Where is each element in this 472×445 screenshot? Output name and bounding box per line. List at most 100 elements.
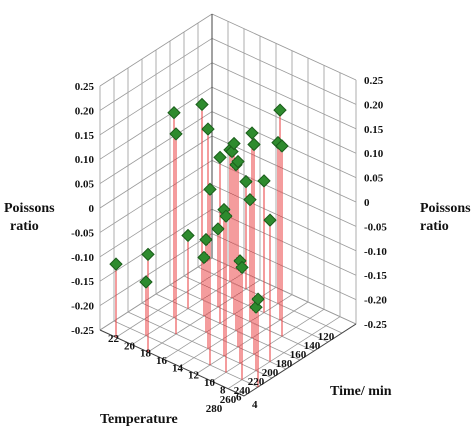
data-point (139, 275, 153, 289)
floor-front-edge (243, 323, 357, 397)
z-tick-label-right: 0.20 (364, 99, 384, 111)
x-tick-label: 280 (206, 403, 223, 415)
z-tick-label-right: -0.25 (364, 319, 387, 331)
z-tick-label-right: 0 (364, 197, 370, 209)
left-wall-grid-line (99, 257, 213, 331)
data-point (197, 250, 211, 265)
x-tick-label: 200 (262, 367, 279, 379)
tick-layer: 0.25 0.20 0.15 0.10 0.05 0 -0.05 -0.10 -0.15 -0.2… (71, 75, 387, 415)
y-tick-label: 20 (124, 340, 136, 352)
z-tick-label-left: 0.15 (75, 130, 95, 142)
floor-grid-line (127, 311, 273, 379)
data-point (219, 209, 233, 223)
data-point (227, 136, 241, 151)
z-tick-label-right: 0.05 (364, 173, 384, 185)
data-point (275, 139, 289, 153)
data-point (141, 247, 155, 262)
marker-layer (109, 97, 289, 314)
right-wall-grid-line (211, 38, 357, 105)
data-point (201, 122, 215, 136)
z-tick-label-left: 0.05 (75, 179, 95, 191)
y-tick-label: 12 (188, 370, 200, 382)
z-tick-label-left: 0.25 (75, 81, 95, 93)
y-tick-label: 22 (108, 333, 120, 345)
data-point (203, 182, 217, 197)
z-tick-label-right: 0.15 (364, 124, 384, 136)
data-point (199, 232, 213, 247)
x-tick-label: 160 (290, 349, 307, 361)
left-wall-grid-line (99, 233, 213, 306)
left-wall-grid-line (99, 86, 213, 160)
z-tick-label-left: -0.15 (71, 276, 94, 288)
z-tick-label-right: -0.05 (364, 221, 387, 233)
left-wall-grid-line (99, 111, 213, 184)
z-tick-label-right: 0.25 (364, 75, 384, 87)
data-point (109, 257, 123, 271)
data-point (211, 222, 225, 236)
data-point (213, 150, 227, 165)
data-point (181, 228, 195, 243)
right-wall-grid-line (211, 86, 357, 154)
data-point (263, 213, 277, 227)
y-tick-label: 10 (204, 377, 216, 389)
y-tick-label: 8 (220, 384, 226, 396)
y-tick-label: 18 (140, 348, 152, 360)
z-tick-label-right: -0.20 (364, 295, 387, 307)
data-point (245, 126, 259, 140)
y-tick-label: 6 (236, 392, 242, 404)
left-wall-grid-line (99, 208, 213, 282)
z-axis-title-left-line2: ratio (10, 219, 39, 234)
data-point (257, 174, 271, 188)
data-point (273, 103, 287, 117)
left-wall-grid-line (99, 184, 213, 258)
right-wall-grid-line (211, 13, 357, 81)
floor-front-edge (99, 329, 245, 397)
floor-grid-line (141, 302, 287, 370)
data-point (243, 192, 257, 207)
z-axis-title-left-line1: Poissons (4, 201, 55, 216)
z-tick-label-right: -0.15 (364, 270, 387, 282)
data-point (235, 260, 249, 275)
z-tick-label-left: 0 (89, 203, 95, 215)
z-tick-label-left: -0.20 (71, 301, 94, 313)
z-axis-title-right-line1: Poissons (420, 201, 471, 216)
x-axis-title: Temperature (100, 412, 178, 427)
left-wall-grid-line (99, 13, 213, 87)
data-point (169, 127, 183, 141)
x-tick-label: 140 (304, 340, 321, 352)
floor-grid-line (227, 316, 341, 390)
z-tick-label-left: 0.10 (75, 154, 95, 166)
z-axis-title-right-line2: ratio (420, 219, 449, 234)
z-tick-label-left: -0.10 (71, 252, 94, 264)
y-axis-title: Time/ min (330, 384, 392, 399)
data-point (239, 174, 253, 189)
y-tick-label: 14 (172, 362, 184, 374)
stem-layer (115, 104, 283, 387)
x-tick-label: 180 (276, 358, 293, 370)
data-point (167, 105, 181, 120)
floor-grid-line (115, 264, 229, 338)
data-point (195, 97, 209, 112)
x-tick-label: 120 (318, 331, 335, 343)
left-wall-grid-line (99, 38, 213, 111)
left-wall-grid-line (99, 62, 213, 136)
right-wall-grid-line (211, 62, 357, 130)
x-tick-label: 240 (234, 385, 251, 397)
y-tick-label: 4 (252, 399, 258, 411)
left-wall-grid-line (99, 160, 213, 233)
z-tick-label-right: -0.10 (364, 246, 387, 258)
floor-grid-line (113, 320, 259, 388)
z-tick-label-left: -0.05 (71, 227, 94, 239)
z-tick-label-right: 0.10 (364, 148, 384, 160)
data-point (247, 137, 261, 152)
data-point (231, 154, 245, 169)
x-tick-label: 220 (248, 376, 265, 388)
z-tick-label-left: -0.25 (71, 325, 94, 337)
x-tick-label: 260 (220, 394, 237, 406)
y-tick-label: 16 (156, 355, 168, 367)
floor-grid-line (211, 308, 325, 382)
data-point (251, 292, 265, 306)
z-tick-label-left: 0.20 (75, 105, 95, 117)
floor-grid-line (155, 293, 301, 361)
